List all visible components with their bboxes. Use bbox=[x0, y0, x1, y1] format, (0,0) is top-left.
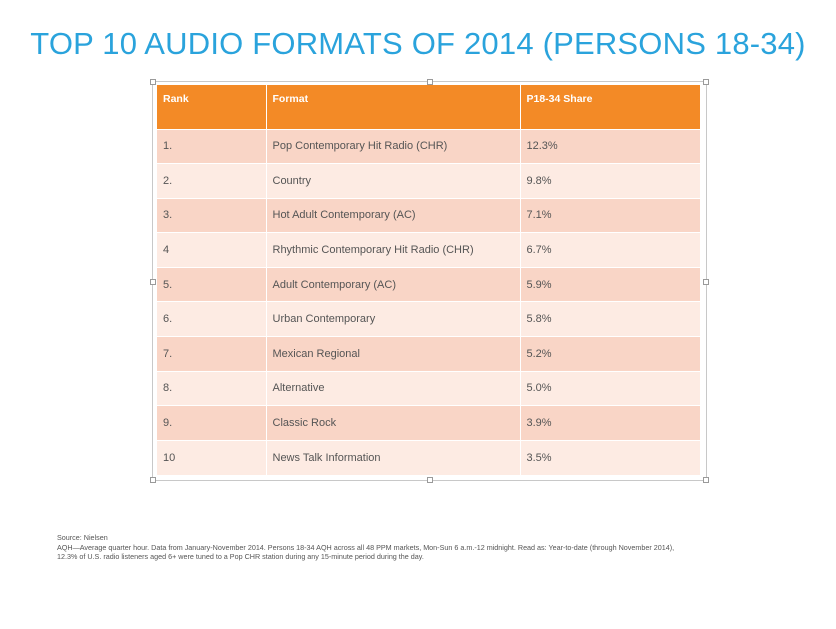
table-row: 1. Pop Contemporary Hit Radio (CHR) 12.3… bbox=[157, 128, 700, 164]
cell-share: 5.0% bbox=[520, 370, 700, 406]
cell-share: 5.2% bbox=[520, 336, 700, 372]
cell-format: Mexican Regional bbox=[266, 336, 521, 372]
resize-handle-top-right[interactable] bbox=[703, 79, 709, 85]
cell-share: 9.8% bbox=[520, 163, 700, 199]
cell-rank: 1. bbox=[157, 128, 267, 164]
cell-share: 5.9% bbox=[520, 266, 700, 302]
cell-format: Alternative bbox=[266, 370, 521, 406]
cell-share: 6.7% bbox=[520, 232, 700, 268]
cell-rank: 8. bbox=[157, 370, 267, 406]
cell-rank: 5. bbox=[157, 266, 267, 302]
footnote-line: 12.3% of U.S. radio listeners aged 6+ we… bbox=[57, 552, 424, 562]
resize-handle-top-center[interactable] bbox=[427, 79, 433, 85]
table-row: 9. Classic Rock 3.9% bbox=[157, 405, 700, 441]
footnote: Source: Nielsen AQH—Average quarter hour… bbox=[57, 533, 817, 562]
cell-format: Rhythmic Contemporary Hit Radio (CHR) bbox=[266, 232, 521, 268]
cell-format: News Talk Information bbox=[266, 439, 521, 475]
header-format: Format bbox=[266, 85, 521, 129]
cell-rank: 2. bbox=[157, 163, 267, 199]
cell-rank: 10 bbox=[157, 439, 267, 475]
cell-share: 3.5% bbox=[520, 439, 700, 475]
footnote-line: AQH—Average quarter hour. Data from Janu… bbox=[57, 542, 675, 552]
table-row: 6. Urban Contemporary 5.8% bbox=[157, 301, 700, 337]
header-share: P18-34 Share bbox=[520, 85, 700, 129]
resize-handle-bottom-left[interactable] bbox=[150, 477, 156, 483]
resize-handle-bottom-center[interactable] bbox=[427, 477, 433, 483]
table-header-row: Rank Format P18-34 Share bbox=[157, 85, 700, 129]
audio-formats-table: Rank Format P18-34 Share 1. Pop Contempo… bbox=[157, 85, 700, 475]
cell-format: Adult Contemporary (AC) bbox=[266, 266, 521, 302]
header-rank: Rank bbox=[157, 85, 267, 129]
cell-format: Hot Adult Contemporary (AC) bbox=[266, 197, 521, 233]
table-row: 2. Country 9.8% bbox=[157, 163, 700, 199]
cell-rank: 9. bbox=[157, 405, 267, 441]
cell-share: 7.1% bbox=[520, 197, 700, 233]
table-row: 8. Alternative 5.0% bbox=[157, 370, 700, 406]
table-row: 4 Rhythmic Contemporary Hit Radio (CHR) … bbox=[157, 232, 700, 268]
page-title: TOP 10 AUDIO FORMATS OF 2014 (PERSONS 18… bbox=[30, 26, 806, 61]
table-row: 3. Hot Adult Contemporary (AC) 7.1% bbox=[157, 197, 700, 233]
cell-rank: 6. bbox=[157, 301, 267, 337]
cell-rank: 7. bbox=[157, 336, 267, 372]
resize-handle-middle-left[interactable] bbox=[150, 279, 156, 285]
resize-handle-middle-right[interactable] bbox=[703, 279, 709, 285]
cell-rank: 4 bbox=[157, 232, 267, 268]
cell-share: 12.3% bbox=[520, 128, 700, 164]
table-row: 10 News Talk Information 3.5% bbox=[157, 439, 700, 475]
resize-handle-bottom-right[interactable] bbox=[703, 477, 709, 483]
table-selection-frame[interactable] bbox=[150, 79, 709, 483]
footnote-source: Source: Nielsen bbox=[57, 533, 108, 542]
cell-format: Classic Rock bbox=[266, 405, 521, 441]
resize-handle-top-left[interactable] bbox=[150, 79, 156, 85]
cell-format: Pop Contemporary Hit Radio (CHR) bbox=[266, 128, 521, 164]
table-row: 7. Mexican Regional 5.2% bbox=[157, 336, 700, 372]
cell-rank: 3. bbox=[157, 197, 267, 233]
cell-share: 5.8% bbox=[520, 301, 700, 337]
cell-format: Country bbox=[266, 163, 521, 199]
cell-format: Urban Contemporary bbox=[266, 301, 521, 337]
table-row: 5. Adult Contemporary (AC) 5.9% bbox=[157, 266, 700, 302]
cell-share: 3.9% bbox=[520, 405, 700, 441]
